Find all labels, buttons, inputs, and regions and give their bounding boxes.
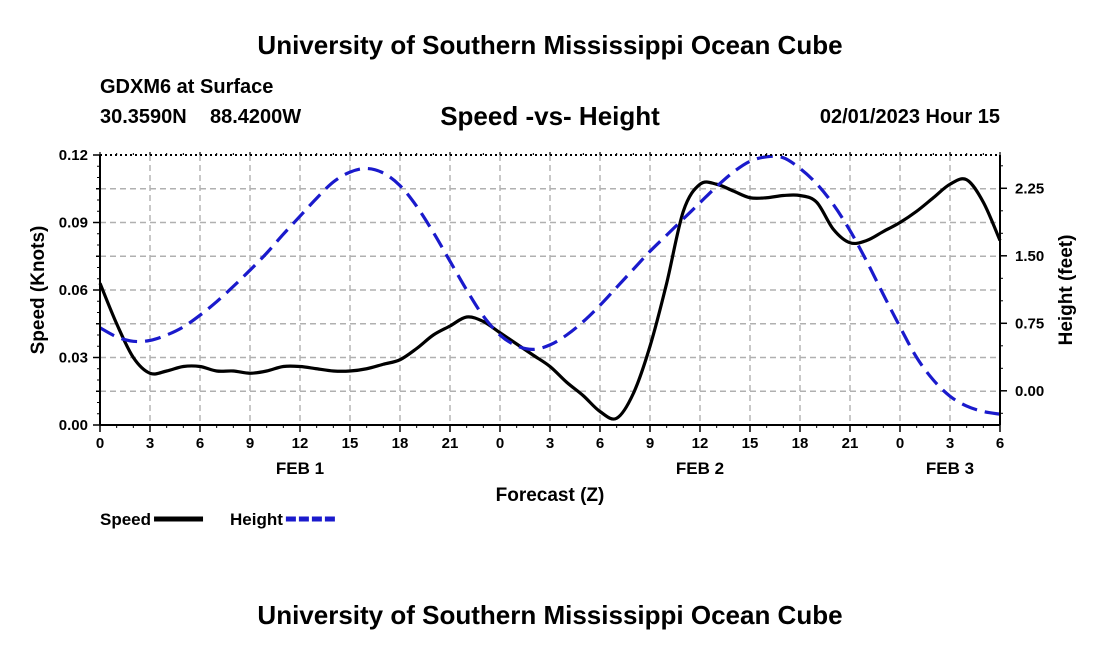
x-tick-label: 9 bbox=[246, 435, 254, 452]
date-label: FEB 3 bbox=[926, 459, 974, 478]
x-tick-label: 3 bbox=[146, 435, 154, 452]
y-left-axis-title: Speed (Knots) bbox=[28, 226, 49, 355]
station-name: GDXM6 at Surface bbox=[100, 76, 274, 98]
date-label: FEB 1 bbox=[276, 459, 324, 478]
legend-label-height: Height bbox=[230, 510, 283, 529]
x-tick-label: 12 bbox=[692, 435, 709, 452]
x-tick-label: 18 bbox=[792, 435, 809, 452]
station-longitude: 88.4200W bbox=[210, 106, 302, 128]
x-tick-label: 0 bbox=[496, 435, 504, 452]
page-title: University of Southern Mississippi Ocean… bbox=[257, 30, 843, 60]
x-tick-label: 9 bbox=[646, 435, 654, 452]
x-tick-label: 6 bbox=[596, 435, 604, 452]
y-left-tick-label: 0.00 bbox=[59, 417, 88, 434]
y-right-axis-title: Height (feet) bbox=[1056, 235, 1077, 346]
x-tick-label: 15 bbox=[742, 435, 759, 452]
date-label: FEB 2 bbox=[676, 459, 724, 478]
x-tick-label: 6 bbox=[196, 435, 204, 452]
y-right-tick-label: 1.50 bbox=[1015, 248, 1044, 265]
footer-title: University of Southern Mississippi Ocean… bbox=[257, 600, 843, 630]
x-tick-label: 0 bbox=[896, 435, 904, 452]
x-tick-label: 12 bbox=[292, 435, 309, 452]
chart-title: Speed -vs- Height bbox=[440, 101, 660, 131]
y-right-tick-label: 0.75 bbox=[1015, 315, 1044, 332]
x-tick-label: 18 bbox=[392, 435, 409, 452]
x-tick-label: 3 bbox=[946, 435, 954, 452]
x-tick-label: 15 bbox=[342, 435, 359, 452]
x-tick-label: 21 bbox=[442, 435, 459, 452]
x-tick-label: 21 bbox=[842, 435, 859, 452]
y-left-tick-label: 0.09 bbox=[59, 215, 88, 232]
station-latitude: 30.3590N bbox=[100, 106, 187, 128]
x-tick-label: 0 bbox=[96, 435, 104, 452]
y-right-tick-label: 2.25 bbox=[1015, 180, 1044, 197]
y-left-tick-label: 0.03 bbox=[59, 350, 88, 367]
forecast-datetime: 02/01/2023 Hour 15 bbox=[819, 106, 1000, 128]
y-left-tick-label: 0.12 bbox=[59, 147, 88, 164]
series-line-speed bbox=[98, 177, 1002, 421]
y-left-tick-label: 0.06 bbox=[59, 282, 88, 299]
y-right-tick-label: 0.00 bbox=[1015, 383, 1044, 400]
legend-label-speed: Speed bbox=[100, 510, 151, 529]
x-tick-label: 6 bbox=[996, 435, 1004, 452]
x-axis-title: Forecast (Z) bbox=[496, 485, 605, 506]
series-line-height bbox=[99, 154, 1001, 416]
x-tick-label: 3 bbox=[546, 435, 554, 452]
